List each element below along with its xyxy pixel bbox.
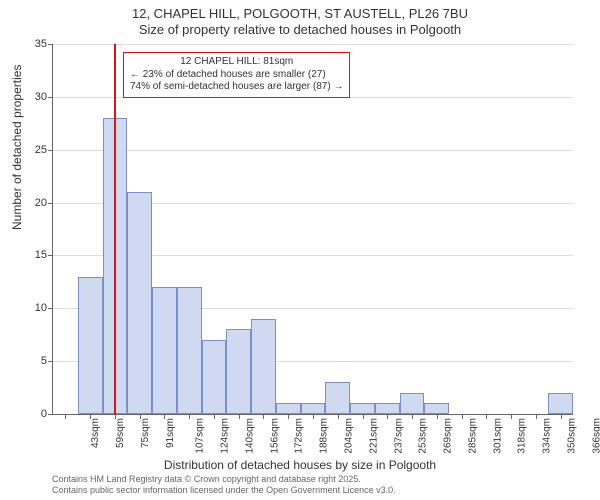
y-tick-label: 15 xyxy=(35,249,47,261)
y-tick-label: 5 xyxy=(41,355,47,367)
x-tick-label: 156sqm xyxy=(269,418,280,454)
histogram-bar xyxy=(548,393,573,414)
subject-marker-line xyxy=(114,44,116,414)
histogram-bar xyxy=(78,277,103,414)
y-tick-label: 35 xyxy=(35,38,47,50)
histogram-bar xyxy=(325,382,350,414)
histogram-bar xyxy=(375,403,400,414)
histogram-bar xyxy=(400,393,425,414)
y-tick-mark xyxy=(48,203,53,204)
x-tick-mark xyxy=(363,414,364,419)
x-tick-mark xyxy=(115,414,116,419)
y-tick-label: 30 xyxy=(35,91,47,103)
x-tick-label: 107sqm xyxy=(195,418,206,454)
histogram-bar xyxy=(276,403,301,414)
x-tick-mark xyxy=(288,414,289,419)
y-tick-mark xyxy=(48,97,53,98)
histogram-bar xyxy=(226,329,251,414)
x-tick-label: 318sqm xyxy=(517,418,528,454)
footer-line1: Contains HM Land Registry data © Crown c… xyxy=(52,474,396,485)
y-axis-label: Number of detached properties xyxy=(10,65,24,230)
x-tick-mark xyxy=(338,414,339,419)
chart-container: 12, CHAPEL HILL, POLGOOTH, ST AUSTELL, P… xyxy=(0,0,600,500)
footer-attribution: Contains HM Land Registry data © Crown c… xyxy=(52,474,396,496)
y-tick-label: 0 xyxy=(41,408,47,420)
y-tick-mark xyxy=(48,361,53,362)
x-tick-mark xyxy=(536,414,537,419)
x-tick-label: 75sqm xyxy=(140,418,151,448)
x-tick-mark xyxy=(486,414,487,419)
x-tick-mark xyxy=(239,414,240,419)
y-tick-label: 20 xyxy=(35,197,47,209)
grid-line xyxy=(53,44,573,45)
x-axis-label: Distribution of detached houses by size … xyxy=(0,458,600,472)
x-tick-label: 237sqm xyxy=(393,418,404,454)
x-tick-label: 59sqm xyxy=(115,418,126,448)
x-tick-label: 285sqm xyxy=(467,418,478,454)
histogram-bar xyxy=(177,287,202,414)
x-tick-mark xyxy=(140,414,141,419)
y-tick-mark xyxy=(48,255,53,256)
chart-title-line1: 12, CHAPEL HILL, POLGOOTH, ST AUSTELL, P… xyxy=(0,6,600,21)
x-tick-label: 204sqm xyxy=(344,418,355,454)
histogram-bar xyxy=(202,340,227,414)
plot-area: 0510152025303543sqm59sqm75sqm91sqm107sqm… xyxy=(52,44,573,415)
x-tick-label: 301sqm xyxy=(492,418,503,454)
footer-line2: Contains public sector information licen… xyxy=(52,485,396,496)
x-tick-mark xyxy=(164,414,165,419)
x-tick-mark xyxy=(511,414,512,419)
y-tick-mark xyxy=(48,150,53,151)
histogram-bar xyxy=(301,403,326,414)
y-tick-mark xyxy=(48,414,53,415)
histogram-bar xyxy=(152,287,177,414)
annotation-callout: 12 CHAPEL HILL: 81sqm ← 23% of detached … xyxy=(123,52,350,98)
x-tick-mark xyxy=(90,414,91,419)
x-tick-label: 172sqm xyxy=(294,418,305,454)
x-tick-label: 140sqm xyxy=(245,418,256,454)
x-tick-label: 269sqm xyxy=(443,418,454,454)
y-tick-mark xyxy=(48,44,53,45)
x-tick-label: 124sqm xyxy=(220,418,231,454)
histogram-bar xyxy=(127,192,152,414)
x-tick-mark xyxy=(561,414,562,419)
annotation-line2: ← 23% of detached houses are smaller (27… xyxy=(130,69,343,82)
histogram-bar xyxy=(424,403,449,414)
x-tick-label: 334sqm xyxy=(542,418,553,454)
y-tick-mark xyxy=(48,308,53,309)
histogram-bar xyxy=(350,403,375,414)
histogram-bar xyxy=(251,319,276,414)
x-tick-label: 43sqm xyxy=(90,418,101,448)
x-tick-mark xyxy=(437,414,438,419)
x-tick-mark xyxy=(189,414,190,419)
x-tick-mark xyxy=(313,414,314,419)
x-tick-label: 366sqm xyxy=(591,418,600,454)
x-tick-mark xyxy=(65,414,66,419)
x-tick-label: 253sqm xyxy=(418,418,429,454)
x-tick-label: 221sqm xyxy=(368,418,379,454)
annotation-line3: 74% of semi-detached houses are larger (… xyxy=(130,81,343,94)
x-tick-label: 188sqm xyxy=(319,418,330,454)
x-tick-mark xyxy=(214,414,215,419)
x-tick-mark xyxy=(412,414,413,419)
y-tick-label: 25 xyxy=(35,144,47,156)
y-tick-label: 10 xyxy=(35,302,47,314)
x-tick-mark xyxy=(263,414,264,419)
chart-title-line2: Size of property relative to detached ho… xyxy=(0,22,600,37)
annotation-line1: 12 CHAPEL HILL: 81sqm xyxy=(130,56,343,69)
x-tick-mark xyxy=(462,414,463,419)
x-tick-label: 350sqm xyxy=(566,418,577,454)
x-tick-label: 91sqm xyxy=(165,418,176,448)
grid-line xyxy=(53,150,573,151)
x-tick-mark xyxy=(387,414,388,419)
